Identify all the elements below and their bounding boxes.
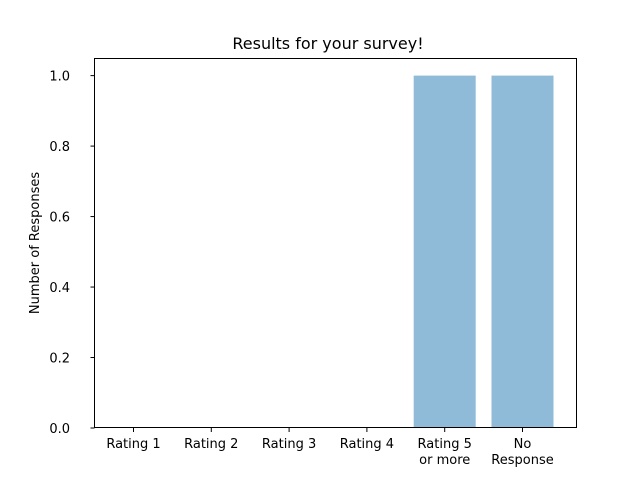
plot-area-frame — [94, 58, 577, 428]
x-tick-label: Rating 2 — [184, 437, 238, 452]
y-tick-label: 0.4 — [49, 281, 70, 296]
chart-title: Results for your survey! — [232, 34, 423, 53]
y-axis-label: Number of Responses — [28, 172, 43, 314]
x-tick-label: Rating 1 — [106, 437, 160, 452]
y-tick-label: 0.8 — [49, 140, 70, 155]
y-tick-label: 0.6 — [49, 211, 70, 226]
x-axis-ticks: Rating 1 Rating 2 Rating 3 Rating 4 Rating 5… — [106, 428, 554, 468]
x-tick-label: Rating 5 or more — [418, 437, 472, 468]
x-tick-label: Rating 4 — [340, 437, 394, 452]
y-axis-ticks: 0.0 0.2 0.4 0.6 0.8 1.0 — [49, 70, 95, 437]
y-tick-label: 0.2 — [49, 352, 70, 367]
bar-5 — [413, 75, 476, 428]
y-tick-label: 0.0 — [49, 422, 70, 437]
x-tick-label: Rating 3 — [262, 437, 316, 452]
bars-group — [413, 75, 554, 428]
y-tick-label: 1.0 — [49, 70, 70, 85]
bar-6 — [491, 75, 554, 428]
x-tick-label: No Response — [491, 437, 553, 468]
